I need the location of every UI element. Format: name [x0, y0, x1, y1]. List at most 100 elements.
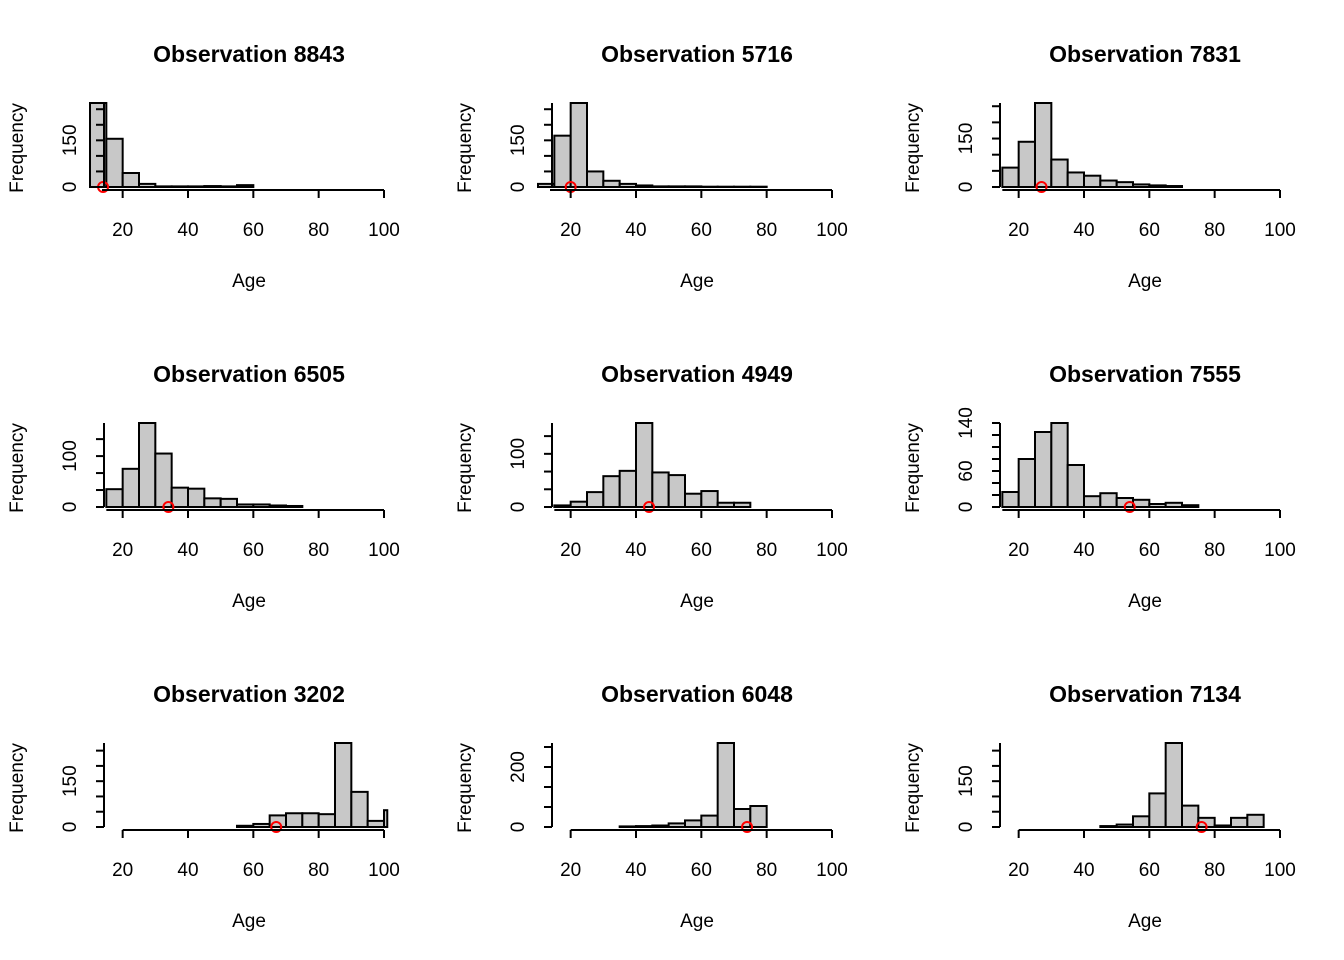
y-axis-label: Frequency — [455, 743, 476, 833]
histogram-bar — [121, 172, 140, 188]
histogram-bar — [1099, 825, 1118, 828]
x-tick-label: 80 — [1204, 860, 1225, 881]
x-tick-label: 60 — [243, 220, 264, 241]
x-tick-label: 100 — [1264, 540, 1296, 561]
y-axis: 0 100 — [508, 423, 553, 513]
x-tick-label: 60 — [1139, 860, 1160, 881]
y-tick-label: 100 — [60, 440, 81, 472]
histogram-bar — [203, 185, 222, 188]
histogram-bar — [203, 497, 222, 509]
x-tick-label: 40 — [1073, 220, 1094, 241]
histogram-bar — [553, 134, 572, 189]
panel-6: Observation 7555 20 40 60 80 100 0 60 140 Age Freq… — [903, 361, 1296, 612]
histogram-bar — [1017, 140, 1036, 188]
observed-age-marker — [1195, 821, 1208, 833]
y-axis-label: Frequency — [903, 423, 924, 513]
histogram-bar — [138, 182, 157, 188]
y-axis: 0 150 — [60, 743, 105, 832]
histogram-bar — [1001, 491, 1020, 508]
histogram-bar — [285, 812, 304, 829]
histogram-bar — [236, 503, 255, 508]
y-tick-label: 100 — [508, 438, 529, 470]
histogram-bar — [1050, 158, 1069, 189]
x-tick-label: 100 — [1264, 860, 1296, 881]
y-tick-label: 60 — [956, 460, 977, 481]
histogram-bar — [618, 469, 638, 508]
x-tick-label: 20 — [560, 540, 581, 561]
y-axis-label: Frequency — [903, 103, 924, 193]
x-axis: 20 40 60 80 100 — [1008, 829, 1296, 881]
panel-4: Observation 6505 20 40 60 80 100 0 100 Age Freque… — [7, 361, 400, 612]
histogram-bar — [602, 475, 621, 508]
histogram-bar — [684, 819, 703, 828]
histogram-bar — [667, 474, 687, 509]
panel-2: Observation 5716 20 40 60 80 100 0 150 Age Freque… — [455, 41, 848, 292]
x-axis: 20 40 60 80 100 — [554, 509, 848, 561]
histogram-bar — [602, 179, 621, 188]
x-tick-label: 40 — [625, 220, 646, 241]
x-axis-label: Age — [680, 911, 714, 932]
histogram-bar — [285, 504, 304, 508]
histogram-bar — [236, 184, 255, 188]
histogram-bar — [1099, 492, 1118, 508]
observed-age-marker — [162, 501, 175, 513]
y-tick-label: 150 — [60, 765, 81, 797]
panel-7: Observation 3202 20 40 60 80 100 0 150 Age Freque… — [7, 681, 400, 932]
histogram-bar — [1148, 792, 1167, 828]
y-tick-label: 0 — [60, 182, 81, 193]
x-tick-label: 100 — [816, 540, 848, 561]
x-axis-label: Age — [1128, 911, 1162, 932]
x-tick-label: 80 — [756, 220, 777, 241]
y-tick-label: 150 — [956, 765, 977, 797]
x-tick-label: 80 — [1204, 220, 1225, 241]
histogram-bar — [105, 137, 124, 188]
histogram-bar — [1050, 422, 1069, 508]
x-tick-label: 20 — [1008, 220, 1029, 241]
histogram-bar — [317, 813, 336, 829]
x-tick-label: 40 — [625, 540, 646, 561]
y-tick-label: 0 — [956, 502, 977, 513]
y-axis-label: Frequency — [7, 103, 28, 193]
x-tick-label: 100 — [1264, 220, 1296, 241]
histogram-bar — [716, 501, 735, 509]
x-axis: 20 40 60 80 100 — [112, 829, 400, 881]
panel-9: Observation 7134 20 40 60 80 100 0 150 Age Freque… — [903, 681, 1296, 932]
y-tick-label: 0 — [956, 182, 977, 193]
y-tick-label: 0 — [508, 822, 529, 833]
histogram-bar — [154, 452, 173, 508]
panel-title: Observation 6505 — [153, 361, 345, 387]
histogram-bar — [1148, 503, 1167, 508]
x-tick-label: 60 — [691, 540, 712, 561]
histogram-bar — [635, 825, 654, 829]
y-tick-label: 150 — [956, 123, 977, 155]
histogram-bar — [236, 824, 255, 829]
histogram-bar — [1083, 174, 1102, 188]
histogram-bar — [700, 814, 719, 829]
y-tick-label: 150 — [508, 124, 529, 156]
x-tick-label: 80 — [756, 860, 777, 881]
histogram-bar — [1230, 816, 1249, 829]
x-tick-label: 100 — [368, 540, 400, 561]
histogram-bar — [684, 185, 703, 188]
y-tick-label: 0 — [508, 182, 529, 193]
histogram-bar — [350, 790, 369, 828]
x-tick-label: 40 — [625, 860, 646, 881]
panel-8: Observation 6048 20 40 60 80 100 0 200 Age Freque… — [455, 681, 848, 932]
histogram-bar — [121, 467, 140, 508]
histogram-bar — [1017, 458, 1036, 508]
x-tick-label: 80 — [308, 220, 329, 241]
x-tick-label: 20 — [560, 220, 581, 241]
histogram-bar — [618, 825, 638, 828]
histogram-bar — [252, 503, 271, 508]
x-axis-label: Age — [232, 591, 266, 612]
histogram-bar — [1115, 181, 1135, 188]
histogram-bar — [586, 170, 605, 188]
histogram-bar — [667, 822, 687, 828]
histogram-bar — [1066, 171, 1086, 188]
x-tick-label: 100 — [368, 220, 400, 241]
observed-age-marker — [1123, 501, 1136, 513]
y-tick-label: 0 — [508, 502, 529, 513]
x-tick-label: 40 — [177, 540, 198, 561]
x-axis-label: Age — [680, 271, 714, 292]
observed-age-marker — [643, 501, 656, 513]
